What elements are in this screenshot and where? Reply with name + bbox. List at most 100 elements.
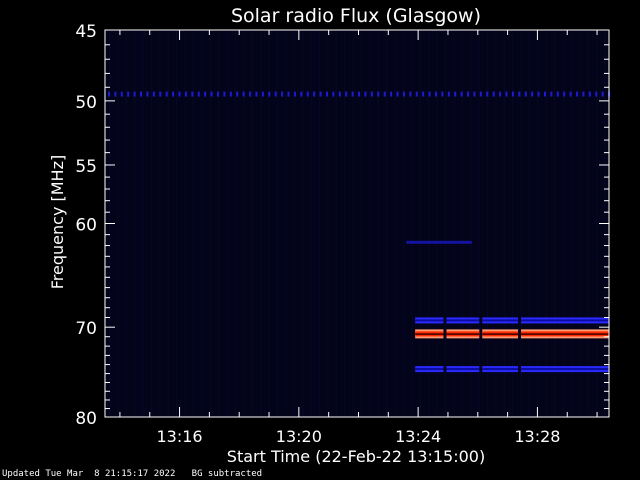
dotted-line-mark xyxy=(242,91,245,97)
noise-column xyxy=(545,32,547,415)
dotted-line-mark xyxy=(537,91,540,97)
y-tick-label: 50 xyxy=(75,93,97,113)
dotted-line-mark xyxy=(229,91,232,97)
dotted-line-mark xyxy=(505,91,508,97)
noise-column xyxy=(184,32,186,415)
noise-column xyxy=(436,32,438,415)
dotted-line-mark xyxy=(236,91,239,97)
dotted-line-mark xyxy=(422,91,425,97)
y-tick-label: 55 xyxy=(75,157,97,177)
medium-band-center xyxy=(415,319,444,322)
dotted-line-mark xyxy=(319,91,322,97)
dotted-line-mark xyxy=(556,91,559,97)
dotted-line-mark xyxy=(402,91,405,97)
noise-column xyxy=(453,32,455,415)
dotted-line-mark xyxy=(511,91,514,97)
dotted-line-mark xyxy=(300,91,303,97)
noise-column xyxy=(386,32,388,415)
noise-column xyxy=(310,32,312,415)
noise-column xyxy=(361,32,362,415)
chart-title: Solar radio Flux (Glasgow) xyxy=(231,5,481,27)
dotted-line-mark xyxy=(576,91,579,97)
dotted-line-mark xyxy=(210,91,213,97)
x-tick-label: 13:24 xyxy=(395,427,441,446)
medium-band-center xyxy=(482,368,519,371)
dotted-line-mark xyxy=(428,91,431,97)
noise-column xyxy=(394,32,396,415)
noise-column xyxy=(125,32,127,415)
noise-column xyxy=(571,32,572,415)
noise-column xyxy=(319,32,320,415)
medium-band-center xyxy=(482,319,519,322)
dotted-line-mark xyxy=(223,91,226,97)
noise-column xyxy=(176,32,178,415)
noise-column xyxy=(167,32,169,415)
dotted-line-mark xyxy=(133,91,136,97)
dotted-line-mark xyxy=(543,91,546,97)
x-tick-label: 13:28 xyxy=(514,427,560,446)
dotted-line-mark xyxy=(351,91,354,97)
dotted-line-mark xyxy=(441,91,444,97)
dotted-line-mark xyxy=(345,91,348,97)
noise-column xyxy=(352,32,354,415)
noise-column xyxy=(470,32,472,415)
medium-band-center xyxy=(446,319,480,322)
noise-column xyxy=(554,32,556,415)
medium-band-center xyxy=(446,368,480,371)
y-tick-label: 45 xyxy=(75,22,97,42)
dotted-line-mark xyxy=(582,91,585,97)
x-axis: 13:16 13:20 13:24 13:28 xyxy=(119,30,598,446)
dotted-line-mark xyxy=(524,91,527,97)
noise-column xyxy=(562,32,564,415)
noise-column xyxy=(285,32,287,415)
medium-band-center xyxy=(415,368,444,371)
dotted-line-mark xyxy=(216,91,219,97)
dotted-line-mark xyxy=(114,91,117,97)
dotted-line-mark xyxy=(454,91,457,97)
dotted-line-mark xyxy=(377,91,380,97)
strong-band-center xyxy=(415,333,444,335)
y-tick-label: 70 xyxy=(75,319,97,339)
dotted-line-mark xyxy=(409,91,412,97)
plot-area xyxy=(104,29,611,418)
dotted-line-mark xyxy=(268,91,271,97)
noise-column xyxy=(235,32,236,415)
noise-column xyxy=(226,32,228,415)
x-tick-label: 13:20 xyxy=(276,427,322,446)
noise-column xyxy=(268,32,270,415)
plot-background xyxy=(105,30,609,417)
dotted-line-mark xyxy=(274,91,277,97)
noise-column xyxy=(117,32,119,415)
dotted-line-mark xyxy=(550,91,553,97)
faint-band xyxy=(406,240,472,244)
y-tick-label: 60 xyxy=(75,216,97,236)
dotted-line-mark xyxy=(204,91,207,97)
dotted-line-mark xyxy=(601,91,604,97)
noise-column xyxy=(201,32,203,415)
noise-column xyxy=(134,32,136,415)
dotted-line-mark xyxy=(479,91,482,97)
dotted-line-mark xyxy=(486,91,489,97)
noise-column xyxy=(419,32,421,415)
dotted-line-mark xyxy=(152,91,155,97)
noise-column xyxy=(596,32,598,415)
dotted-line-mark xyxy=(531,91,534,97)
y-tick-label: 80 xyxy=(75,409,97,429)
noise-column xyxy=(445,32,446,415)
strong-band-center xyxy=(521,333,609,335)
bg-subtracted-note: BG subtracted xyxy=(191,469,263,479)
dotted-line-mark xyxy=(434,91,437,97)
noise-column xyxy=(260,32,262,415)
dotted-line-mark xyxy=(191,91,194,97)
updated-timestamp: Updated Tue Mar 8 21:15:17 2022 xyxy=(2,469,176,479)
dotted-line-mark xyxy=(127,91,130,97)
dotted-line-mark xyxy=(293,91,296,97)
dotted-line-mark xyxy=(518,91,521,97)
y-axis-label: Frequency [MHz] xyxy=(48,155,67,289)
noise-column xyxy=(277,32,278,415)
dotted-line-mark xyxy=(287,91,290,97)
noise-column xyxy=(579,32,581,415)
dotted-line-mark xyxy=(261,91,264,97)
dotted-line-mark xyxy=(325,91,328,97)
